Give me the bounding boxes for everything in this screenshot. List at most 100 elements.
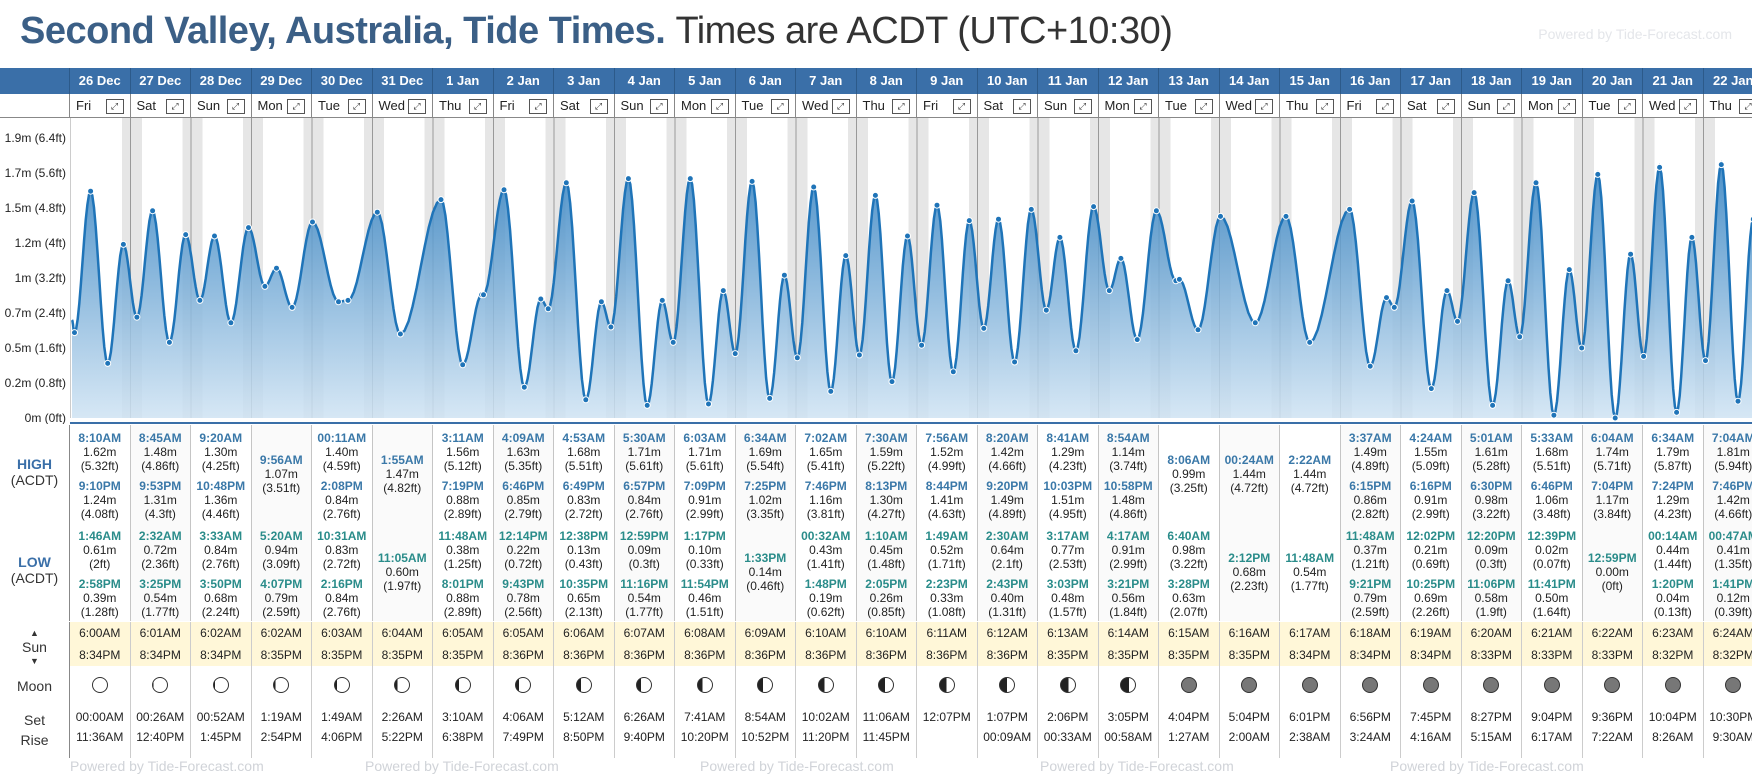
day-header: Tue ⤢: [735, 94, 796, 118]
tide-time: 11:48AM: [1285, 551, 1335, 565]
tide-height-m: 1.68m: [1535, 445, 1569, 459]
tide-height-ft: (0.46ft): [746, 579, 785, 593]
tide-height-ft: (2.07ft): [1169, 605, 1208, 619]
expand-day-button[interactable]: ⤢: [468, 99, 487, 114]
tide-height-ft: (4.66ft): [1714, 507, 1752, 521]
expand-day-button[interactable]: ⤢: [529, 99, 547, 114]
tide-point: [288, 303, 296, 311]
expand-day-button[interactable]: ⤢: [589, 99, 608, 114]
tide-time: 2:58PM: [78, 577, 121, 591]
tide-point: [437, 196, 445, 204]
tide-height-m: 1.49m: [1353, 445, 1387, 459]
expand-day-button[interactable]: ⤢: [1013, 99, 1031, 114]
tide-point: [766, 394, 774, 402]
moon-time-b: 00:09AM: [983, 730, 1032, 744]
date-header-corner: [0, 68, 70, 94]
tide-time: 6:40AM: [1167, 529, 1211, 543]
expand-day-button[interactable]: ⤢: [650, 99, 668, 114]
expand-day-button[interactable]: ⤢: [1497, 99, 1515, 114]
day-header: Sun ⤢: [614, 94, 675, 118]
tide-height-m: 0.09m: [627, 543, 661, 557]
sunrise-time: 6:05AM: [442, 626, 484, 640]
low-tide-cell: 2:12PM 0.68m (2.23ft): [1219, 523, 1280, 621]
sunset-time: 8:35PM: [1228, 648, 1270, 662]
expand-day-button[interactable]: ⤢: [771, 99, 789, 114]
tide-height-m: 1.62m: [83, 445, 117, 459]
expand-day-button[interactable]: ⤢: [1678, 99, 1697, 114]
expand-day-button[interactable]: ⤢: [831, 99, 850, 114]
expand-day-button[interactable]: ⤢: [1194, 99, 1213, 114]
tide-entry: 6:57PM 0.84m (2.76ft): [615, 479, 675, 521]
day-header-corner: [0, 94, 70, 118]
tide-height-m: 0.78m: [506, 591, 540, 605]
tide-height-ft: (3.25ft): [1169, 481, 1208, 495]
expand-day-button[interactable]: ⤢: [710, 99, 729, 114]
tide-point: [904, 232, 911, 240]
tide-height-ft: (5.28ft): [1472, 459, 1511, 473]
expand-day-button[interactable]: ⤢: [1134, 99, 1152, 114]
day-header: Mon ⤢: [1522, 94, 1583, 118]
sun-cell: 6:19AM 8:34PM: [1401, 622, 1462, 666]
expand-day-button[interactable]: ⤢: [1073, 99, 1092, 114]
tide-point: [1489, 401, 1497, 409]
tide-height-m: 1.16m: [809, 493, 843, 507]
expand-day-button[interactable]: ⤢: [892, 99, 910, 114]
high-tide-cell: 4:24AM 1.55m (5.09ft) 6:16PM 0.91m (2.99ft): [1401, 425, 1462, 523]
sunrise-time: 6:15AM: [1168, 626, 1210, 640]
day-header: Sat ⤢: [130, 94, 191, 118]
tide-height-ft: (0.13ft): [1653, 605, 1692, 619]
tide-time: 9:20PM: [986, 479, 1029, 493]
moon-time-a: 12:07PM: [922, 710, 971, 724]
moon-time-a: 5:04PM: [1228, 710, 1270, 724]
day-header: Wed ⤢: [372, 94, 433, 118]
sun-cell: 6:24AM 8:32PM: [1703, 622, 1752, 666]
expand-day-button[interactable]: ⤢: [952, 99, 971, 114]
expand-day-button[interactable]: ⤢: [1436, 99, 1455, 114]
tide-height-ft: (1.35ft): [1714, 557, 1752, 571]
tide-point: [980, 324, 988, 332]
moon-cell: 1:07PM 00:09AM: [977, 666, 1038, 758]
moon-cell: 10:04PM 8:26AM: [1643, 666, 1704, 758]
tide-height-m: 0.54m: [1293, 565, 1327, 579]
low-tide-cell: 12:59PM 0.09m (0.3ft) 11:16PM 0.54m (1.77ft): [614, 523, 675, 621]
tide-time: 8:13PM: [865, 479, 908, 493]
tide-point: [1408, 197, 1416, 205]
tide-entry: 7:25PM 1.02m (3.35ft): [736, 479, 796, 521]
low-tide-cell: 1:33PM 0.14m (0.46ft): [735, 523, 796, 621]
high-tide-cell: 8:41AM 1.29m (4.23ft) 10:03PM 1.51m (4.95ft): [1038, 425, 1099, 523]
expand-day-button[interactable]: ⤢: [226, 99, 245, 114]
tide-entry: 11:48AM 0.37m (1.21ft): [1341, 529, 1401, 571]
tide-height-m: 0.88m: [446, 493, 480, 507]
tide-height-ft: (4.46ft): [201, 507, 240, 521]
tide-entry: 7:46PM 1.42m (4.66ft): [1704, 479, 1752, 521]
expand-day-button[interactable]: ⤢: [1255, 99, 1273, 114]
tide-entry: 9:56AM 1.07m (3.51ft): [252, 453, 312, 495]
expand-day-button[interactable]: ⤢: [1739, 99, 1752, 114]
expand-day-button[interactable]: ⤢: [1557, 99, 1576, 114]
tide-time: 8:44PM: [925, 479, 968, 493]
tide-height-ft: (4.86ft): [1109, 507, 1148, 521]
tide-entry: 11:41PM 0.50m (1.64ft): [1522, 577, 1582, 619]
tide-height-m: 1.40m: [325, 445, 359, 459]
low-tide-cell: 3:33AM 0.84m (2.76ft) 3:50PM 0.68m (2.24ft): [191, 523, 252, 621]
sun-cell: 6:11AM 8:36PM: [917, 622, 978, 666]
tide-height-ft: (3.22ft): [1169, 557, 1208, 571]
sunrise-time: 6:02AM: [200, 626, 242, 640]
expand-day-button[interactable]: ⤢: [287, 99, 305, 114]
sunset-time: 8:34PM: [1410, 648, 1452, 662]
day-header: Sun ⤢: [191, 94, 252, 118]
tide-height-m: 1.29m: [1656, 493, 1690, 507]
expand-day-button[interactable]: ⤢: [1376, 99, 1394, 114]
expand-day-button[interactable]: ⤢: [347, 99, 366, 114]
expand-day-button[interactable]: ⤢: [1315, 99, 1334, 114]
tide-point: [480, 291, 487, 299]
tide-height-m: 0.41m: [1716, 543, 1750, 557]
tide-entry: 7:30AM 1.59m (5.22ft): [857, 431, 917, 473]
expand-day-button[interactable]: ⤢: [105, 99, 124, 114]
tide-point: [793, 354, 801, 362]
expand-day-button[interactable]: ⤢: [166, 99, 184, 114]
expand-day-button[interactable]: ⤢: [1618, 99, 1636, 114]
expand-day-button[interactable]: ⤢: [408, 99, 426, 114]
tide-height-m: 0.91m: [688, 493, 722, 507]
moon-phase-icon: [394, 677, 411, 693]
